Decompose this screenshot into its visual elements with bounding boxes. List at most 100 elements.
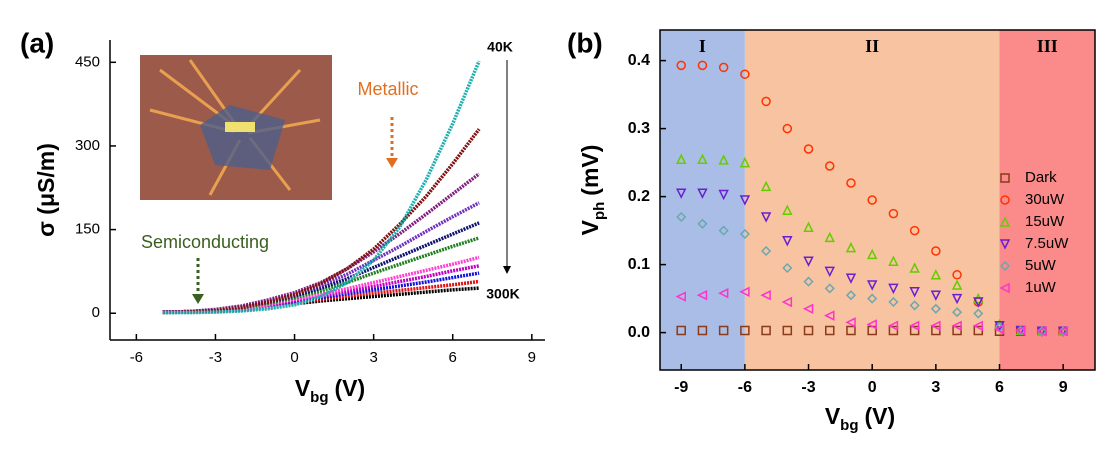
data-point xyxy=(973,308,984,319)
x-tick-label: -6 xyxy=(738,379,752,396)
x-tick-label: 6 xyxy=(449,349,457,366)
x-tick-label: 9 xyxy=(528,349,536,366)
x-axis-label-sub: bg xyxy=(840,417,858,434)
data-point xyxy=(845,241,857,253)
x-tick-label: -6 xyxy=(130,349,143,366)
data-point xyxy=(803,256,814,267)
data-point xyxy=(761,325,771,336)
data-point xyxy=(909,225,920,236)
data-point xyxy=(676,60,686,71)
data-point xyxy=(909,287,920,298)
x-axis-label: Vbg (V) xyxy=(295,375,365,406)
legend-label: 5uW xyxy=(1025,257,1057,274)
data-point xyxy=(802,303,814,315)
data-point xyxy=(825,161,835,171)
region-label: II xyxy=(865,36,879,56)
series-line xyxy=(162,255,480,314)
data-point xyxy=(718,62,729,73)
legend-marker xyxy=(999,216,1011,227)
data-point xyxy=(952,307,963,318)
data-point xyxy=(845,290,857,301)
data-point xyxy=(931,325,941,336)
data-point xyxy=(887,320,899,332)
x-tick-label: 9 xyxy=(1059,379,1068,396)
region xyxy=(660,30,745,370)
data-point xyxy=(973,325,984,336)
data-point xyxy=(676,188,687,199)
data-point xyxy=(697,325,708,336)
data-point xyxy=(930,320,941,332)
data-point xyxy=(867,195,877,205)
legend-marker xyxy=(999,260,1011,272)
data-point xyxy=(951,320,962,332)
legend-label: 15uW xyxy=(1025,213,1065,230)
data-point xyxy=(740,325,750,336)
data-point xyxy=(951,293,963,305)
plot-frame xyxy=(659,29,1096,371)
x-axis-label-unit: (V) xyxy=(865,403,896,429)
data-point xyxy=(951,279,963,290)
data-point xyxy=(846,325,856,336)
data-point xyxy=(676,211,687,223)
inset-image xyxy=(140,55,332,200)
data-point xyxy=(845,273,857,284)
data-point xyxy=(845,317,856,328)
x-tick-label: -3 xyxy=(801,379,815,396)
y-tick-label: 0.2 xyxy=(628,188,650,205)
x-axis-label-main: V xyxy=(825,403,841,429)
data-point xyxy=(782,325,793,336)
annotation: 300K xyxy=(486,286,519,302)
data-point xyxy=(717,287,729,299)
data-point xyxy=(740,69,750,79)
data-point xyxy=(761,96,771,107)
data-point xyxy=(1057,326,1068,337)
y-tick-label: 0.0 xyxy=(628,324,650,341)
legend-marker xyxy=(1000,173,1010,183)
data-point xyxy=(888,208,899,219)
y-tick-label: 0.3 xyxy=(628,120,650,137)
arrow-head xyxy=(503,266,511,274)
y-axis-label-sub: ph xyxy=(591,202,608,220)
y-axis-label-unit: (mV) xyxy=(577,145,603,196)
annotation: Semiconducting xyxy=(141,232,269,252)
data-point xyxy=(696,289,708,301)
data-point xyxy=(739,228,750,240)
data-point xyxy=(867,293,878,304)
data-point xyxy=(888,296,899,308)
data-point xyxy=(739,156,751,168)
region-label: I xyxy=(699,36,706,56)
y-tick-label: 0.4 xyxy=(628,52,650,69)
annotation: Metallic xyxy=(357,79,418,99)
x-axis-label-sub: bg xyxy=(310,389,328,406)
data-point xyxy=(824,266,835,278)
data-point xyxy=(824,283,835,294)
data-point xyxy=(676,325,686,336)
data-point xyxy=(909,262,920,273)
legend-marker xyxy=(1000,195,1010,205)
legend-label: 7.5uW xyxy=(1025,235,1069,252)
legend-marker xyxy=(999,282,1010,294)
y-tick-label: 150 xyxy=(75,221,100,238)
data-point xyxy=(697,188,708,199)
data-point xyxy=(675,291,686,302)
y-axis-label: Vph (mV) xyxy=(577,145,608,236)
data-point xyxy=(803,276,814,287)
data-point xyxy=(952,270,962,280)
x-tick-label: 0 xyxy=(868,379,877,396)
y-axis-label-main: V xyxy=(577,219,603,235)
data-point xyxy=(866,280,878,291)
data-point xyxy=(824,310,835,321)
data-point xyxy=(697,153,708,164)
data-point xyxy=(825,325,835,336)
annotation: 40K xyxy=(487,39,513,55)
legend-label: 30uW xyxy=(1025,191,1065,208)
data-point xyxy=(761,245,772,257)
data-point xyxy=(739,286,750,298)
data-point xyxy=(782,236,793,247)
data-point xyxy=(993,323,1005,335)
region xyxy=(744,30,1000,370)
x-tick-label: -3 xyxy=(209,349,222,366)
legend-label: Dark xyxy=(1025,169,1057,186)
data-point xyxy=(846,178,856,188)
